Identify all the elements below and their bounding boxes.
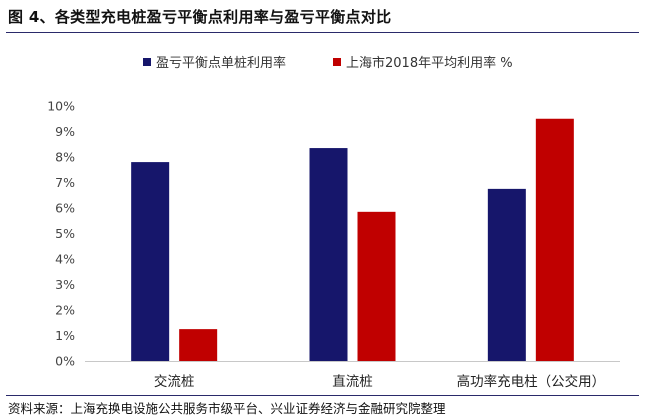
title-rule — [6, 32, 639, 33]
bar-2-1 — [179, 329, 218, 361]
x-category-label: 交流桩 — [154, 373, 195, 390]
y-tick-label: 5% — [55, 226, 75, 241]
y-tick-label: 4% — [55, 252, 75, 267]
bar-1-3 — [487, 188, 526, 361]
y-tick-label: 10% — [47, 99, 75, 114]
legend-label-1: 盈亏平衡点单桩利用率 — [156, 55, 286, 71]
source-note: 资料来源：上海充换电设施公共服务市级平台、兴业证券经济与金融研究院整理 — [8, 401, 446, 416]
legend-label-2: 上海市2018年平均利用率 % — [346, 55, 513, 71]
figure-title: 图 4、各类型充电桩盈亏平衡点利用率与盈亏平衡点对比 — [8, 8, 392, 26]
bar-1-2 — [309, 148, 348, 361]
legend: 盈亏平衡点单桩利用率 上海市2018年平均利用率 % — [143, 55, 513, 71]
y-tick-label: 3% — [55, 277, 75, 292]
legend-swatch-1 — [143, 58, 151, 66]
y-tick-label: 8% — [55, 150, 75, 165]
bar-2-3 — [535, 118, 574, 361]
legend-swatch-2 — [333, 58, 341, 66]
bar-1-1 — [131, 162, 170, 361]
x-category-label: 高功率充电柱（公交用） — [457, 373, 606, 390]
bar-chart: 盈亏平衡点单桩利用率 上海市2018年平均利用率 % 0% 1% 2% 3% 4% 5% 6%… — [47, 55, 620, 390]
y-tick-label: 9% — [55, 124, 75, 139]
x-category-label: 直流桩 — [332, 374, 373, 390]
y-tick-label: 2% — [55, 303, 75, 318]
bar-2-2 — [357, 211, 396, 361]
y-tick-label: 7% — [55, 175, 75, 190]
y-tick-label: 0% — [55, 354, 75, 369]
source-rule — [6, 395, 639, 396]
bars — [131, 118, 574, 361]
y-tick-label: 6% — [55, 201, 75, 216]
y-axis: 0% 1% 2% 3% 4% 5% 6% 7% 8% 9% 10% — [47, 99, 75, 369]
y-tick-label: 1% — [55, 328, 75, 343]
x-axis-labels: 交流桩 直流桩 高功率充电柱（公交用） — [154, 373, 605, 390]
